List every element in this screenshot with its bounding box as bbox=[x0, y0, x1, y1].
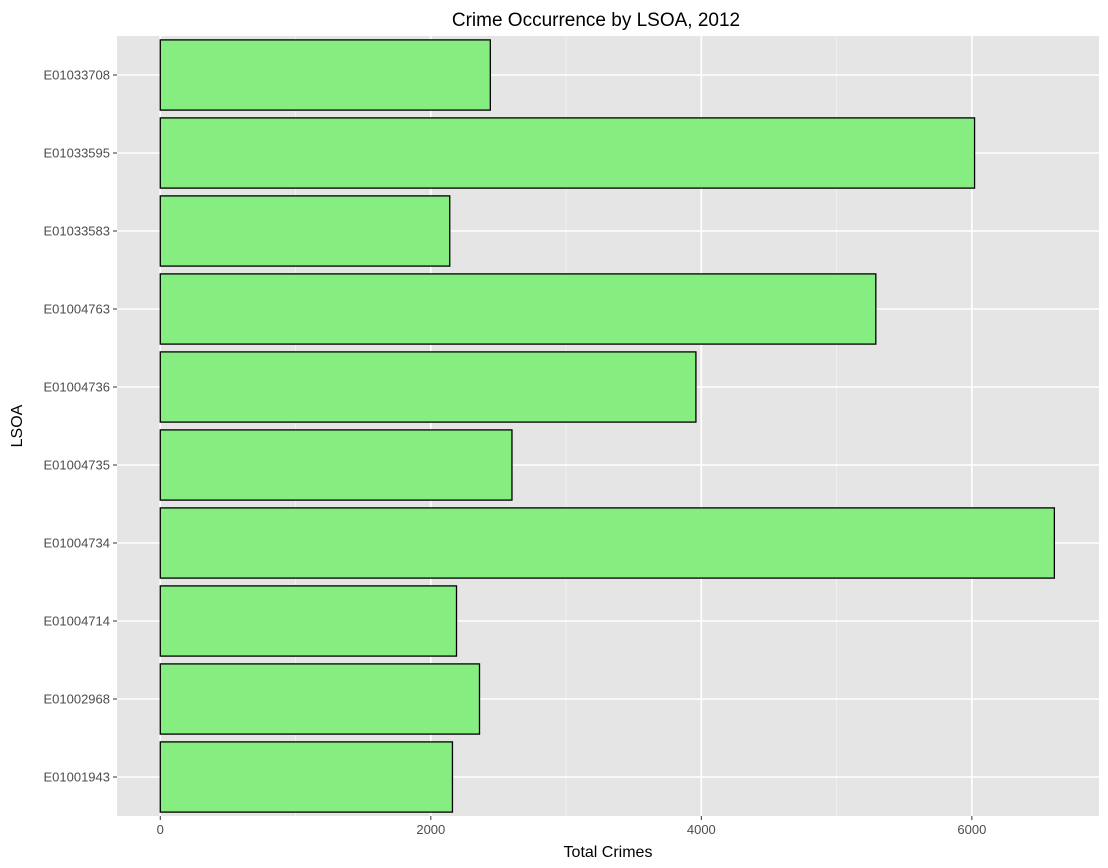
y-tick-label: E01004763 bbox=[43, 302, 110, 317]
y-tick-label: E01004714 bbox=[43, 614, 110, 629]
y-tick-label: E01001943 bbox=[43, 770, 110, 785]
y-tick-label: E01004734 bbox=[43, 536, 110, 551]
bar-E01004736 bbox=[159, 351, 697, 423]
y-axis: E01033708 E01033595 E01033583 E01004763 E010… bbox=[43, 68, 117, 785]
bar-E01001943 bbox=[159, 741, 454, 813]
bars bbox=[159, 39, 1056, 813]
x-axis-title: Total Crimes bbox=[564, 844, 653, 861]
y-axis-title: LSOA bbox=[9, 404, 26, 447]
bar-E01033595 bbox=[159, 117, 976, 189]
y-tick-label: E01004735 bbox=[43, 458, 110, 473]
bar-E01002968 bbox=[159, 663, 481, 735]
y-tick-label: E01033708 bbox=[43, 68, 110, 83]
bar-E01004735 bbox=[159, 429, 513, 501]
chart-title: Crime Occurrence by LSOA, 2012 bbox=[452, 10, 740, 31]
x-tick-label: 2000 bbox=[416, 822, 445, 837]
bar-E01033583 bbox=[159, 195, 451, 267]
bar-E01004734 bbox=[159, 507, 1056, 579]
y-tick-label: E01033595 bbox=[43, 146, 110, 161]
x-tick-label: 6000 bbox=[957, 822, 986, 837]
y-tick-label: E01004736 bbox=[43, 380, 110, 395]
x-tick-label: 4000 bbox=[687, 822, 716, 837]
y-tick-label: E01002968 bbox=[43, 692, 110, 707]
x-tick-label: 0 bbox=[157, 822, 164, 837]
y-tick-label: E01033583 bbox=[43, 224, 110, 239]
bar-E01033708 bbox=[159, 39, 491, 111]
x-axis: 0 2000 4000 6000 bbox=[157, 816, 986, 837]
bar-E01004763 bbox=[159, 273, 877, 345]
bar-E01004714 bbox=[159, 585, 458, 657]
